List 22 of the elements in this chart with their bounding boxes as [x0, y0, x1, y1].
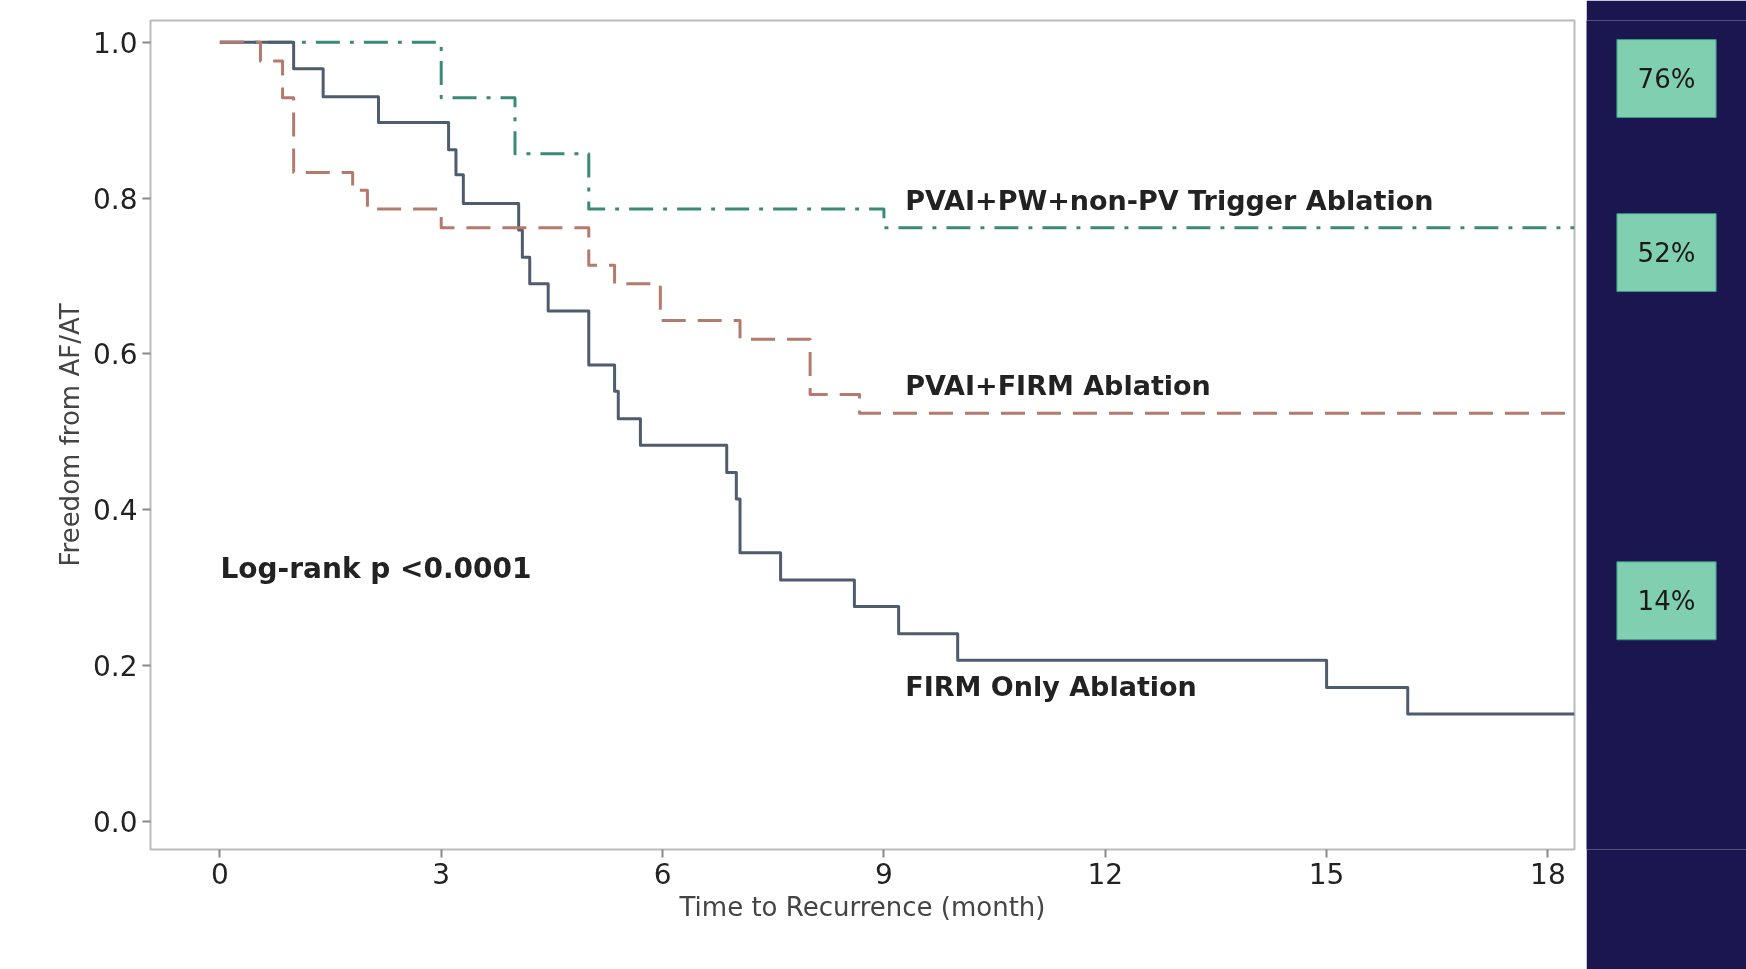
x-axis-title: Time to Recurrence (month)	[678, 891, 1046, 922]
y-tick-label: 0.4	[92, 494, 138, 528]
x-tick-label: 9	[874, 857, 893, 891]
text: 14%	[1637, 585, 1696, 616]
y-tick-label: 0.0	[92, 805, 138, 839]
y-tick-label: 0.8	[92, 182, 138, 216]
y-axis-title: Freedom from AF/AT	[54, 303, 85, 567]
x-tick-label: 0	[210, 857, 229, 891]
series-label: FIRM Only Ablation	[905, 670, 1197, 702]
series-label: PVAI+PW+non-PV Trigger Ablation	[905, 184, 1434, 216]
series-label: PVAI+FIRM Ablation	[905, 370, 1211, 402]
x-tick-label: 12	[1087, 857, 1124, 891]
x-tick-label: 6	[653, 857, 672, 891]
y-tick-label: 0.2	[92, 650, 138, 684]
x-tick-label: 3	[432, 857, 451, 891]
x-tick-label: 18	[1530, 857, 1566, 891]
text: 52%	[1637, 237, 1696, 268]
x-tick-label: 15	[1308, 857, 1345, 891]
text: 76%	[1637, 63, 1696, 94]
y-tick-label: 0.6	[92, 338, 138, 372]
y-tick-label: 1.0	[92, 26, 138, 60]
annotation: Log-rank p <0.0001	[220, 551, 532, 585]
